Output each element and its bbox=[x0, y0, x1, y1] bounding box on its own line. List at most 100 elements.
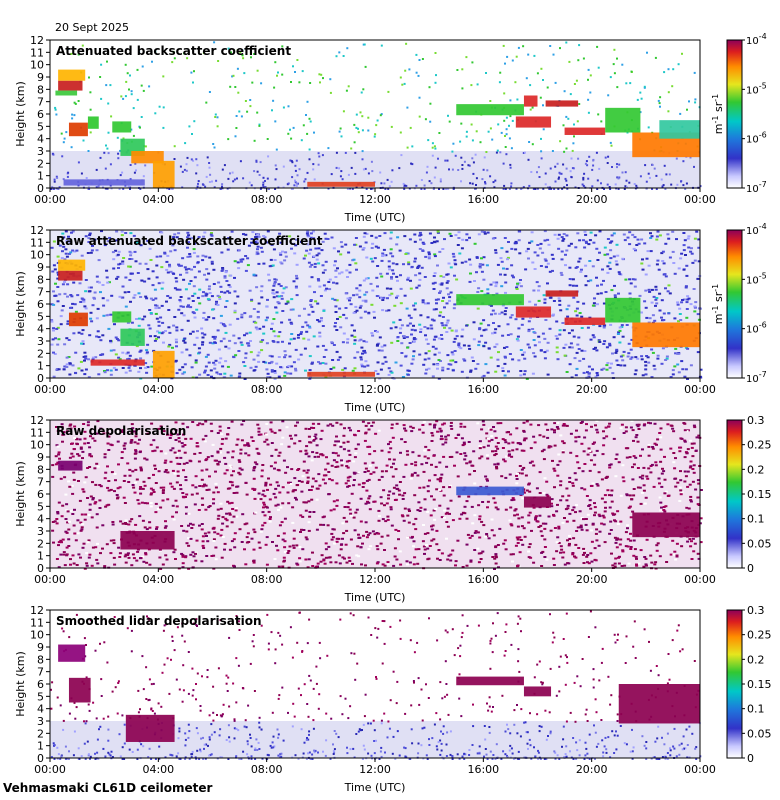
colorbar-gradient bbox=[726, 229, 743, 379]
layer-5 bbox=[523, 686, 552, 697]
colorbar: 10-4 10-5 10-6 10-7 m-1 sr-1 bbox=[711, 32, 767, 195]
x-tick-label: 00:00 bbox=[684, 383, 716, 396]
y-tick-label: 7 bbox=[37, 476, 44, 489]
y-tick-label: 4 bbox=[37, 323, 44, 336]
x-tick-label: 04:00 bbox=[142, 383, 174, 396]
x-tick-label: 20:00 bbox=[576, 383, 608, 396]
footer-label: Vehmasmaki CL61D ceilometer bbox=[3, 781, 213, 795]
colorbar-tick-label: 0.3 bbox=[747, 604, 765, 617]
y-tick-label: 3 bbox=[37, 335, 44, 348]
colorbar-tick-label: 10-5 bbox=[746, 271, 767, 286]
y-tick-label: 1 bbox=[37, 360, 44, 373]
y-axis-label: Height (km) bbox=[14, 271, 27, 337]
y-tick-label: 5 bbox=[37, 310, 44, 323]
colorbar-tick-label: 0.25 bbox=[747, 629, 772, 642]
layer-12 bbox=[564, 317, 606, 325]
layer-4 bbox=[523, 496, 552, 508]
y-tick-label: 4 bbox=[37, 703, 44, 716]
y-tick-label: 1 bbox=[37, 740, 44, 753]
layer-5 bbox=[120, 328, 145, 346]
layer-17 bbox=[605, 107, 641, 133]
y-tick-label: 11 bbox=[30, 236, 44, 249]
colorbar-tick-label: 0.2 bbox=[747, 653, 765, 666]
x-tick-label: 04:00 bbox=[142, 763, 174, 776]
layer-13 bbox=[605, 297, 641, 323]
x-tick-label: 08:00 bbox=[251, 383, 283, 396]
noise-texture bbox=[50, 230, 703, 380]
y-tick-label: 7 bbox=[37, 286, 44, 299]
layer-2 bbox=[58, 259, 86, 271]
y-tick-label: 0 bbox=[37, 752, 44, 765]
layer-3 bbox=[68, 312, 88, 327]
x-axis: 00:00 04:00 08:00 12:00 16:00 20:00 00:00 bbox=[34, 758, 716, 776]
colorbar-gradient bbox=[726, 419, 743, 569]
layer-9 bbox=[152, 160, 175, 188]
y-tick-label: 9 bbox=[37, 71, 44, 84]
layers bbox=[58, 259, 700, 378]
x-tick-label: 00:00 bbox=[684, 763, 716, 776]
x-tick-label: 00:00 bbox=[34, 763, 66, 776]
colorbar-tick-label: 10-6 bbox=[746, 321, 767, 336]
y-tick-label: 8 bbox=[37, 83, 44, 96]
y-tick-label: 6 bbox=[37, 108, 44, 121]
colorbar-tick-label: 0.1 bbox=[747, 513, 765, 526]
x-axis-label: Time (UTC) bbox=[344, 781, 406, 794]
layer-10 bbox=[515, 306, 552, 318]
layer-13 bbox=[515, 116, 552, 128]
layer-6 bbox=[152, 350, 175, 378]
layers bbox=[58, 460, 700, 550]
layer-8 bbox=[307, 371, 375, 377]
layer-2 bbox=[58, 69, 86, 81]
colorbar-gradient bbox=[726, 39, 743, 189]
layers bbox=[55, 69, 700, 188]
y-tick-label: 2 bbox=[37, 157, 44, 170]
y-tick-label: 10 bbox=[30, 59, 44, 72]
y-tick-label: 7 bbox=[37, 666, 44, 679]
panel-title: Raw attenuated backscatter coefficient bbox=[56, 234, 323, 248]
y-tick-label: 3 bbox=[37, 525, 44, 538]
y-tick-label: 1 bbox=[37, 550, 44, 563]
y-tick-label: 9 bbox=[37, 451, 44, 464]
x-tick-label: 12:00 bbox=[359, 383, 391, 396]
y-tick-label: 3 bbox=[37, 715, 44, 728]
y-tick-label: 5 bbox=[37, 500, 44, 513]
layer-4 bbox=[112, 311, 132, 323]
x-tick-label: 00:00 bbox=[34, 573, 66, 586]
y-tick-label: 2 bbox=[37, 347, 44, 360]
layer-8 bbox=[131, 151, 164, 164]
layer-1 bbox=[58, 80, 83, 91]
y-tick-label: 8 bbox=[37, 463, 44, 476]
y-tick-label: 1 bbox=[37, 170, 44, 183]
layer-3 bbox=[125, 714, 175, 742]
y-tick-label: 4 bbox=[37, 133, 44, 146]
layer-7 bbox=[90, 359, 145, 366]
x-tick-label: 16:00 bbox=[467, 763, 499, 776]
y-tick-label: 5 bbox=[37, 690, 44, 703]
y-tick-label: 0 bbox=[37, 182, 44, 195]
x-tick-label: 04:00 bbox=[142, 573, 174, 586]
layer-5 bbox=[632, 512, 700, 538]
y-tick-label: 2 bbox=[37, 727, 44, 740]
y-axis-label: Height (km) bbox=[14, 81, 27, 147]
y-tick-label: 7 bbox=[37, 96, 44, 109]
x-axis: 00:00 04:00 08:00 12:00 16:00 20:00 00:00 bbox=[34, 378, 716, 396]
y-tick-label: 0 bbox=[37, 372, 44, 385]
layer-11 bbox=[307, 181, 375, 187]
y-tick-label: 6 bbox=[37, 298, 44, 311]
layers bbox=[58, 644, 700, 742]
colorbar-unit: m-1 sr-1 bbox=[711, 284, 725, 324]
layer-14 bbox=[523, 95, 538, 107]
colorbar-tick-label: 10-7 bbox=[746, 370, 767, 385]
layer-14 bbox=[632, 322, 700, 348]
layer-2 bbox=[68, 677, 91, 703]
x-tick-label: 12:00 bbox=[359, 573, 391, 586]
layer-3 bbox=[456, 486, 524, 496]
colorbar-tick-label: 10-4 bbox=[746, 32, 767, 47]
x-tick-label: 00:00 bbox=[34, 383, 66, 396]
colorbar-tick-label: 0.2 bbox=[747, 463, 765, 476]
